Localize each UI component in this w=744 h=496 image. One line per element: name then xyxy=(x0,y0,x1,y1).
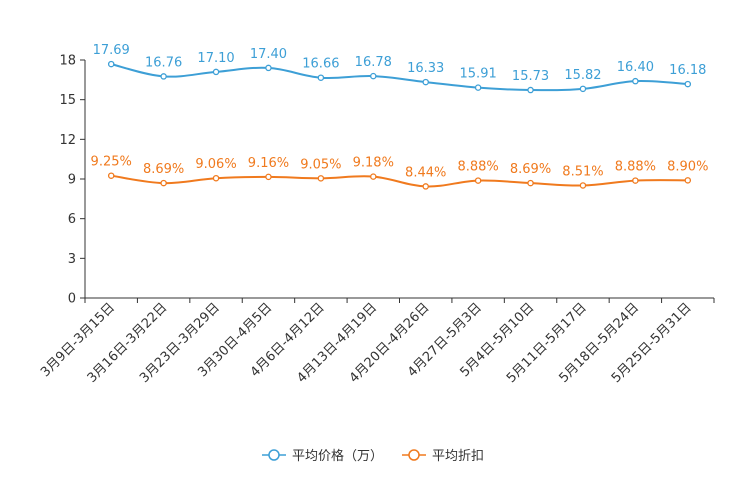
series-line-0 xyxy=(110,63,688,92)
data-label: 8.88% xyxy=(615,160,656,175)
data-label: 8.69% xyxy=(510,162,551,177)
data-point xyxy=(632,77,639,85)
data-label: 16.18 xyxy=(669,63,706,78)
data-point xyxy=(684,80,692,88)
y-tick-label: 18 xyxy=(59,54,76,69)
data-label: 16.33 xyxy=(407,61,444,76)
data-point xyxy=(579,182,587,189)
data-label: 8.44% xyxy=(405,165,446,180)
legend-marker-0 xyxy=(268,449,280,461)
data-label: 9.06% xyxy=(195,157,236,172)
legend: 平均价格（万） 平均折扣 xyxy=(262,448,484,464)
data-label: 16.78 xyxy=(355,55,392,70)
series-line-1 xyxy=(111,174,688,188)
x-axis: 3月9日-3月15日3月16日-3月22日3月23日-3月29日3月30日-4月… xyxy=(38,297,715,386)
data-label: 16.76 xyxy=(145,55,182,70)
legend-label-1: 平均折扣 xyxy=(432,449,484,464)
data-point xyxy=(370,173,377,180)
y-tick-label: 12 xyxy=(59,133,76,148)
data-label: 9.18% xyxy=(353,156,394,171)
data-point xyxy=(422,78,429,86)
data-label: 15.91 xyxy=(460,67,497,82)
legend-marker-1 xyxy=(408,449,420,461)
data-label: 8.88% xyxy=(457,160,498,175)
data-point xyxy=(317,74,325,81)
data-point xyxy=(579,85,587,93)
data-label: 9.25% xyxy=(91,155,132,170)
data-point xyxy=(684,177,692,184)
data-point xyxy=(160,73,167,80)
y-axis: 0 3 6 9 12 15 18 xyxy=(59,54,86,307)
legend-label-0: 平均价格（万） xyxy=(292,448,383,464)
series-lines: 17.69 16.76 17.10 17.40 16.66 16.78 16.33 15.91… xyxy=(91,43,708,190)
data-point xyxy=(265,173,272,181)
data-label: 8.51% xyxy=(562,164,603,179)
data-label: 17.10 xyxy=(197,51,234,66)
data-point xyxy=(212,174,220,182)
data-point xyxy=(212,68,220,76)
y-tick-label: 9 xyxy=(68,173,76,188)
data-label: 15.73 xyxy=(512,69,549,84)
data-label: 8.90% xyxy=(667,159,708,174)
data-point xyxy=(474,84,482,91)
y-tick-label: 15 xyxy=(59,93,76,108)
y-tick-label: 3 xyxy=(68,252,76,267)
data-label: 9.05% xyxy=(300,157,341,172)
data-label: 17.69 xyxy=(93,43,130,58)
data-label: 17.40 xyxy=(250,47,287,62)
y-tick-label: 0 xyxy=(68,292,76,307)
data-point xyxy=(527,179,534,187)
data-point xyxy=(422,183,429,190)
data-label: 8.69% xyxy=(143,162,184,177)
data-point xyxy=(107,172,115,179)
data-point xyxy=(160,179,167,187)
data-label: 16.66 xyxy=(302,57,339,72)
data-label: 15.82 xyxy=(564,68,601,83)
data-point xyxy=(474,177,482,184)
data-point xyxy=(265,64,272,72)
data-point xyxy=(317,175,325,182)
y-tick-label: 6 xyxy=(68,212,76,227)
data-point xyxy=(632,177,639,184)
data-label: 9.16% xyxy=(248,156,289,171)
data-point xyxy=(527,86,534,94)
data-point xyxy=(107,60,115,68)
data-label: 16.40 xyxy=(617,60,654,75)
data-point xyxy=(370,72,377,80)
